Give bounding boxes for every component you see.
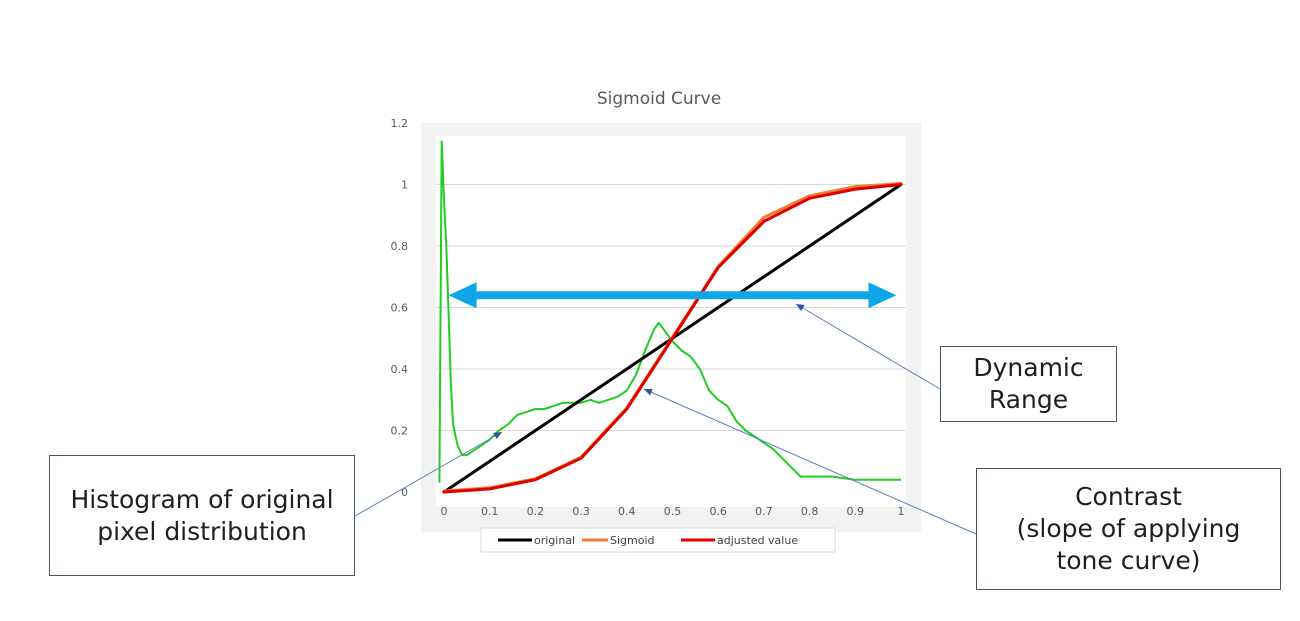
callout-leaders — [354, 303, 977, 535]
x-tick-label: 1 — [898, 505, 905, 518]
callout-line: Histogram of original — [70, 484, 334, 514]
y-tick-label: 0 — [401, 486, 408, 499]
histogram-line — [438, 140, 901, 483]
arrow-head-left — [448, 282, 477, 309]
x-tick-label: 0.7 — [755, 505, 773, 518]
legend-label: Sigmoid — [610, 534, 655, 547]
contrast-callout: Contrast (slope of applying tone curve) — [976, 468, 1281, 590]
legend-box — [480, 527, 836, 553]
line-series — [442, 182, 903, 494]
y-tick-labels: 0 0.2 0.4 0.6 0.8 1 1.2 — [391, 117, 409, 499]
arrow-head-right — [868, 282, 897, 309]
leader-arrowhead — [644, 388, 653, 396]
x-tick-label: 0.1 — [481, 505, 499, 518]
leader-line — [795, 303, 941, 390]
legend: original Sigmoid adjusted value — [480, 527, 836, 553]
y-tick-label: 0.8 — [391, 240, 409, 253]
series-line-2 — [442, 183, 903, 494]
y-tick-label: 0.2 — [391, 425, 409, 438]
chart-title: Sigmoid Curve — [597, 89, 721, 109]
x-tick-label: 0.8 — [801, 505, 819, 518]
x-tick-label: 0.4 — [618, 505, 636, 518]
legend-label: original — [534, 534, 575, 547]
callout-line: Range — [988, 385, 1069, 414]
y-tick-label: 0.4 — [391, 363, 409, 376]
dynamic-range-arrow — [448, 282, 897, 309]
leader-line — [354, 431, 503, 517]
histogram-series — [438, 140, 901, 483]
callout-line: (slope of applying — [1016, 514, 1241, 543]
y-tick-label: 1 — [401, 179, 408, 192]
callout-line: pixel distribution — [97, 516, 307, 546]
x-tick-labels: 0 0.1 0.2 0.3 0.4 0.5 0.6 0.7 0.8 0.9 1 — [441, 505, 905, 518]
leader-arrowhead — [796, 304, 805, 312]
x-tick-label: 0 — [441, 505, 448, 518]
leader-arrowhead — [493, 432, 502, 440]
histogram-callout: Histogram of original pixel distribution — [49, 455, 355, 576]
leader-line — [643, 388, 977, 535]
callout-line: Dynamic — [973, 353, 1084, 382]
x-tick-label: 0.6 — [709, 505, 727, 518]
x-tick-label: 0.9 — [847, 505, 865, 518]
y-tick-label: 1.2 — [391, 117, 409, 130]
dynamic-range-callout: Dynamic Range — [940, 346, 1117, 422]
y-tick-label: 0.6 — [391, 302, 409, 315]
grid-lines — [436, 184, 906, 431]
callout-line: tone curve) — [1056, 546, 1201, 575]
x-tick-label: 0.3 — [572, 505, 590, 518]
legend-label: adjusted value — [717, 534, 798, 547]
x-tick-label: 0.5 — [664, 505, 682, 518]
callout-line: Contrast — [1075, 482, 1182, 511]
x-tick-label: 0.2 — [527, 505, 545, 518]
